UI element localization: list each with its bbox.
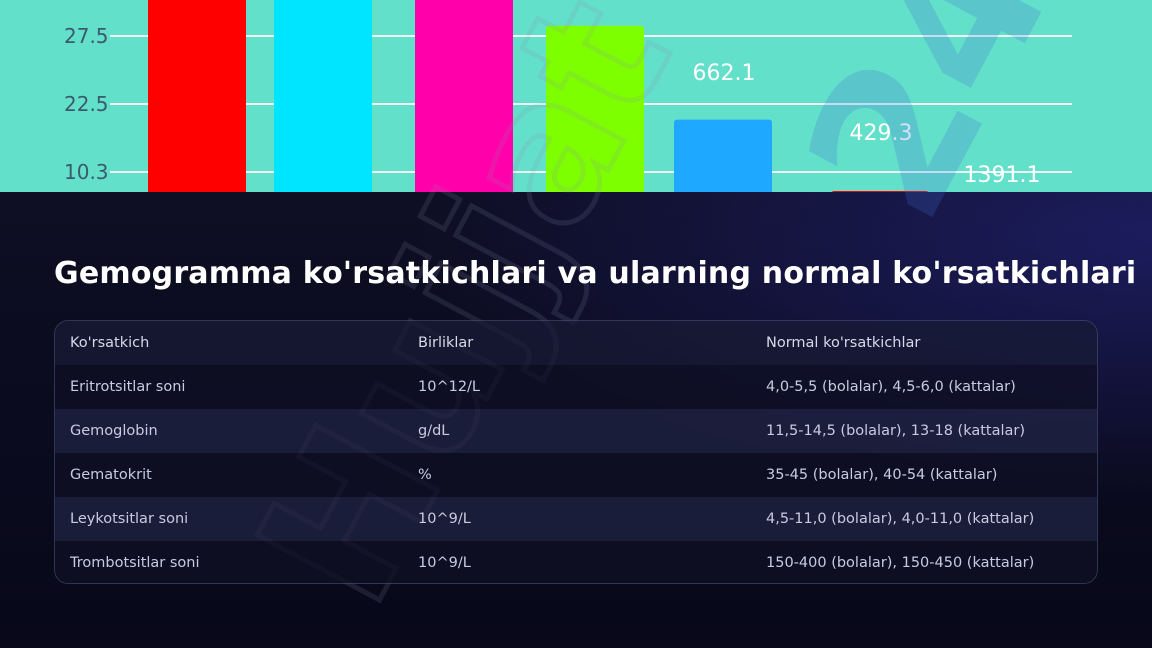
cell-indicator: Gemoglobin [70, 423, 158, 439]
cell-units: 10^12/L [418, 379, 481, 395]
cell-normal-values: 4,0-5,5 (bolalar), 4,5-6,0 (kattalar) [766, 379, 1016, 395]
cell-normal-values: 35-45 (bolalar), 40-54 (kattalar) [766, 467, 998, 483]
cell-indicator: Eritrotsitlar soni [70, 379, 186, 395]
cell-normal-values: 150-400 (bolalar), 150-450 (kattalar) [766, 555, 1035, 571]
cell-units: 10^9/L [418, 511, 471, 527]
table-row: Eritrotsitlar soni 10^12/L 4,0-5,5 (bola… [55, 365, 1097, 409]
header-normal-values: Normal ko'rsatkichlar [766, 335, 921, 351]
bar-chart: 27.5 22.5 10.3 662.1 429.3 1391.1 [64, 0, 1072, 192]
bar [674, 119, 772, 192]
bar [274, 0, 372, 192]
chart-image: 27.5 22.5 10.3 662.1 429.3 1391.1 [0, 0, 1152, 192]
bar [831, 191, 929, 192]
header-units: Birliklar [418, 335, 474, 351]
data-label: 429.3 [850, 121, 913, 146]
bar [415, 0, 513, 192]
cell-units: 10^9/L [418, 555, 471, 571]
table-row: Gematokrit % 35-45 (bolalar), 40-54 (kat… [55, 453, 1097, 497]
bar [546, 25, 644, 192]
cell-indicator: Trombotsitlar soni [70, 555, 200, 571]
cell-indicator: Leykotsitlar soni [70, 511, 189, 527]
cell-units: % [418, 467, 432, 483]
table-row: Leykotsitlar soni 10^9/L 4,5-11,0 (bolal… [55, 497, 1097, 541]
table-row: Trombotsitlar soni 10^9/L 150-400 (bolal… [55, 541, 1097, 583]
table-row: Gemoglobin g/dL 11,5-14,5 (bolalar), 13-… [55, 409, 1097, 453]
bar [148, 0, 246, 192]
y-tick-label: 22.5 [64, 92, 109, 116]
data-label: 662.1 [693, 61, 756, 86]
cell-normal-values: 11,5-14,5 (bolalar), 13-18 (kattalar) [766, 423, 1026, 439]
cell-units: g/dL [418, 423, 450, 439]
cell-indicator: Gematokrit [70, 467, 152, 483]
hemogram-table: Ko'rsatkich Birliklar Normal ko'rsatkich… [54, 320, 1098, 584]
y-tick-label: 10.3 [64, 160, 109, 184]
slide-title: Gemogramma ko'rsatkichlari va ularning n… [54, 256, 1137, 291]
cell-normal-values: 4,5-11,0 (bolalar), 4,0-11,0 (kattalar) [766, 511, 1035, 527]
data-label: 1391.1 [964, 163, 1041, 188]
y-tick-label: 27.5 [64, 24, 109, 48]
table-header-row: Ko'rsatkich Birliklar Normal ko'rsatkich… [55, 321, 1097, 365]
header-indicator: Ko'rsatkich [70, 335, 150, 351]
